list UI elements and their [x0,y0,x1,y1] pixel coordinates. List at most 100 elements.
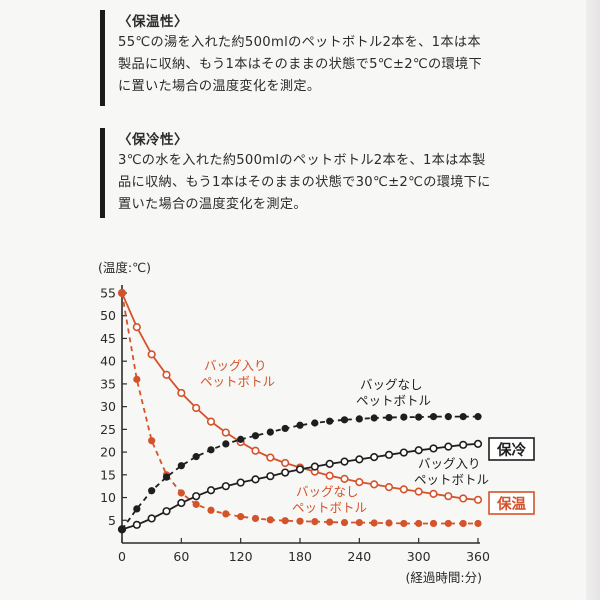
data-point [281,424,289,433]
x-tick-label: 360 [466,549,490,564]
data-point [384,450,394,459]
y-tick-label: 5 [108,513,116,528]
data-point [148,437,156,445]
data-point [414,446,423,455]
section-bar [100,10,105,106]
data-point [474,519,482,528]
y-tick-label: 45 [100,331,116,346]
data-point [340,474,349,484]
data-point [459,494,468,503]
data-point [266,428,274,436]
series-label: ペットボトル [200,374,275,389]
data-point [444,519,452,528]
data-point [207,506,215,514]
data-point [340,518,349,527]
badge-cold-label: 保冷 [496,441,526,459]
data-point [192,403,201,413]
data-point [237,435,245,443]
data-point [311,419,319,427]
data-point [429,519,438,528]
data-point [415,519,423,528]
data-point [474,413,482,421]
data-point [385,413,393,422]
data-point [207,446,215,454]
data-point [192,500,200,508]
data-point [237,513,245,521]
body-line: 3℃の水を入れた約500mlのペットボトル2本を、1本は本製 [118,153,486,168]
data-point [251,446,260,455]
series-label: バッグなし [360,377,423,392]
data-point [281,468,290,477]
data-point [399,485,408,494]
section-heading: 〈保冷性〉 [118,132,188,148]
badge-warm-label: 保温 [496,495,526,513]
data-point [192,492,201,501]
section-heading: 〈保温性〉 [118,14,188,30]
y-tick-label: 10 [100,490,116,505]
data-point [236,478,245,487]
body-line: 置いた場合の温度変化を測定。 [118,197,307,212]
series-label: バッグ入り [204,358,267,373]
series-label: バッグなし [296,484,359,499]
data-point [370,414,378,422]
section-body: 55℃の湯を入れた約500mlのペットボトル2本を、1本は本 製品に収納、もう1… [118,32,558,98]
y-tick-label: 50 [100,308,116,323]
data-point [221,428,230,437]
data-point [281,458,290,468]
data-point [281,517,289,525]
y-tick-label: 40 [100,354,116,369]
data-point [206,486,216,495]
body-line: 品に収納、もう1本はそのままの状態で30℃±2℃の環境下に [118,175,491,190]
body-line: 55℃の湯を入れた約500mlのペットボトル2本を、1本は本 [118,35,481,50]
data-point [459,440,468,449]
y-tick-label: 15 [100,467,116,482]
y-tick-label: 55 [100,286,116,301]
data-point [221,482,230,491]
data-point [133,505,141,513]
data-point [459,519,467,528]
data-point [162,473,171,481]
x-tick-label: 0 [118,549,126,564]
data-point [444,442,453,451]
data-point [295,465,305,474]
body-line: に置いた場合の温度変化を測定。 [118,79,321,94]
data-point [355,477,364,487]
data-point [133,375,141,383]
x-tick-label: 300 [407,549,431,564]
data-point [222,440,230,448]
data-point [444,492,453,501]
y-axis-title: (温度:℃) [98,260,151,275]
data-point [206,417,216,426]
data-point [429,413,438,421]
badge-cold [488,437,535,461]
data-point [326,518,334,526]
x-tick-label: 120 [229,549,253,564]
data-point [370,480,379,489]
data-point [415,413,423,421]
data-point [355,455,364,464]
y-tick-label: 20 [100,445,116,460]
section-cold-retention: 〈保冷性〉 3℃の水を入れた約500mlのペットボトル2本を、1本は本製 品に収… [100,128,570,218]
x-tick-label: 60 [173,549,189,564]
data-point [192,453,200,461]
y-tick-label: 25 [100,422,116,437]
data-point [311,518,319,526]
chart-axes: 5 10 15 20 25 30 35 40 45 50 55 0 60 120 180 240 300 360 (… [98,260,490,585]
section-body: 3℃の水を入れた約500mlのペットボトル2本を、1本は本製 品に収納、もう1本… [118,150,558,216]
data-point [251,475,260,484]
data-point [384,482,394,492]
body-line: 製品に収納、もう1本はそのままの状態で5℃±2℃の環境下 [118,57,482,72]
data-point [414,487,423,496]
data-point [385,519,393,527]
x-tick-label: 240 [347,549,371,564]
data-point [473,439,483,449]
data-point [296,517,304,525]
chart-labels: バッグ入りペットボトルバッグなしペットボトルバッグ入りペットボトルバッグなしペッ… [200,358,535,515]
data-point [473,495,483,504]
data-point [147,514,156,523]
data-point [162,507,171,516]
data-point [459,413,467,421]
data-point [266,472,275,481]
data-point [444,413,452,421]
